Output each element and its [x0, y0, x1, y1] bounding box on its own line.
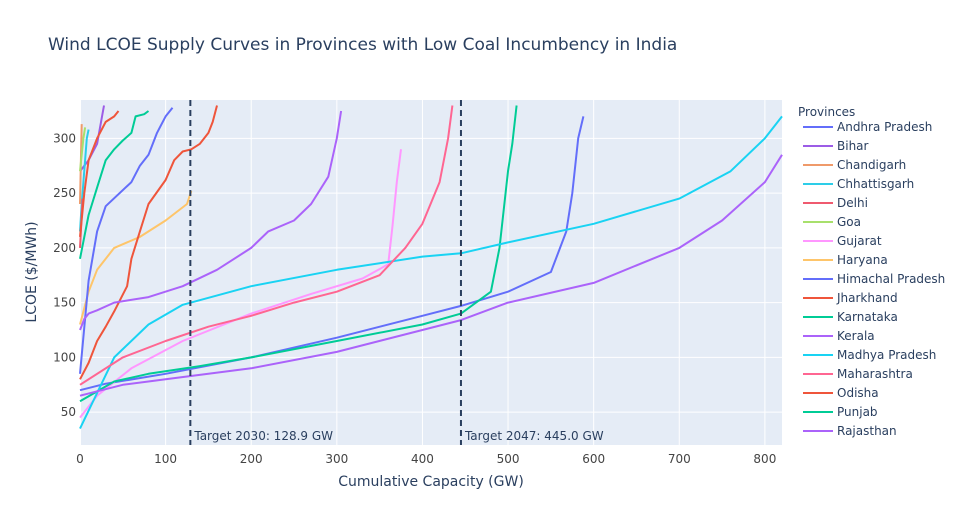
legend-item-label: Gujarat: [837, 234, 882, 248]
grid-lines: [79, 100, 782, 445]
legend-item-label: Chandigarh: [837, 158, 906, 172]
target-label: Target 2047: 445.0 GW: [464, 429, 604, 443]
legend-item-label: Odisha: [837, 386, 879, 400]
legend-item-label: Madhya Pradesh: [837, 348, 936, 362]
x-tick-label: 0: [76, 452, 84, 466]
y-tick-label: 100: [53, 350, 76, 364]
legend-item-label: Chhattisgarh: [837, 177, 914, 191]
target-label: Target 2030: 128.9 GW: [193, 429, 333, 443]
x-tick-label: 700: [668, 452, 691, 466]
y-tick-label: 150: [53, 296, 76, 310]
legend-item-label: Rajasthan: [837, 424, 897, 438]
series-line-kerala: [79, 110, 343, 331]
series-layer: [79, 105, 783, 430]
y-tick-label: 250: [53, 186, 76, 200]
series-line-punjab: [79, 110, 150, 259]
y-tick-labels: 50 100 150 200 250 300: [53, 131, 76, 419]
series-line-karnataka: [79, 105, 518, 403]
x-tick-label: 600: [582, 452, 605, 466]
legend-item-label: Himachal Pradesh: [837, 272, 945, 286]
legend-title: Provinces: [798, 105, 855, 119]
series-line-gujarat: [79, 149, 402, 419]
legend-item-label: Andhra Pradesh: [837, 120, 932, 134]
series-line-jharkhand: [79, 105, 218, 380]
x-tick-label: 400: [411, 452, 434, 466]
legend-item-label: Maharashtra: [837, 367, 913, 381]
legend-item-label: Jharkhand: [836, 291, 898, 305]
x-tick-labels: 0 100 200 300 400 500 600 700 800: [76, 452, 776, 466]
series-line-himachal-pradesh: [79, 107, 174, 374]
legend-item-label: Punjab: [837, 405, 878, 419]
legend-item-label: Delhi: [837, 196, 868, 210]
series-line-madhya-pradesh: [79, 115, 783, 430]
series-line-haryana: [79, 190, 193, 325]
y-tick-label: 300: [53, 131, 76, 145]
x-axis-title: Cumulative Capacity (GW): [338, 474, 524, 490]
x-tick-label: 500: [497, 452, 520, 466]
y-tick-label: 50: [61, 405, 76, 419]
legend-item-label: Haryana: [837, 253, 888, 267]
chart-title: Wind LCOE Supply Curves in Provinces wit…: [48, 35, 677, 55]
legend-item-label: Goa: [837, 215, 861, 229]
legend-item-label: Karnataka: [837, 310, 898, 324]
series-line-goa: [79, 127, 87, 172]
x-tick-label: 200: [240, 452, 263, 466]
x-tick-label: 300: [325, 452, 348, 466]
series-line-odisha: [79, 110, 120, 237]
plot-area: [80, 100, 782, 445]
x-tick-label: 800: [753, 452, 776, 466]
series-line-maharashtra: [79, 105, 454, 386]
legend-item-label: Bihar: [837, 139, 869, 153]
x-tick-label: 100: [154, 452, 177, 466]
legend: Provinces Andhra Pradesh Bihar Chandigarh C…: [798, 105, 945, 438]
target-lines: Target 2030: 128.9 GW Target 2047: 445.0 …: [189, 100, 604, 445]
y-tick-label: 200: [53, 241, 76, 255]
y-axis-title: LCOE ($/MWh): [24, 221, 40, 322]
legend-item-label: Kerala: [837, 329, 875, 343]
